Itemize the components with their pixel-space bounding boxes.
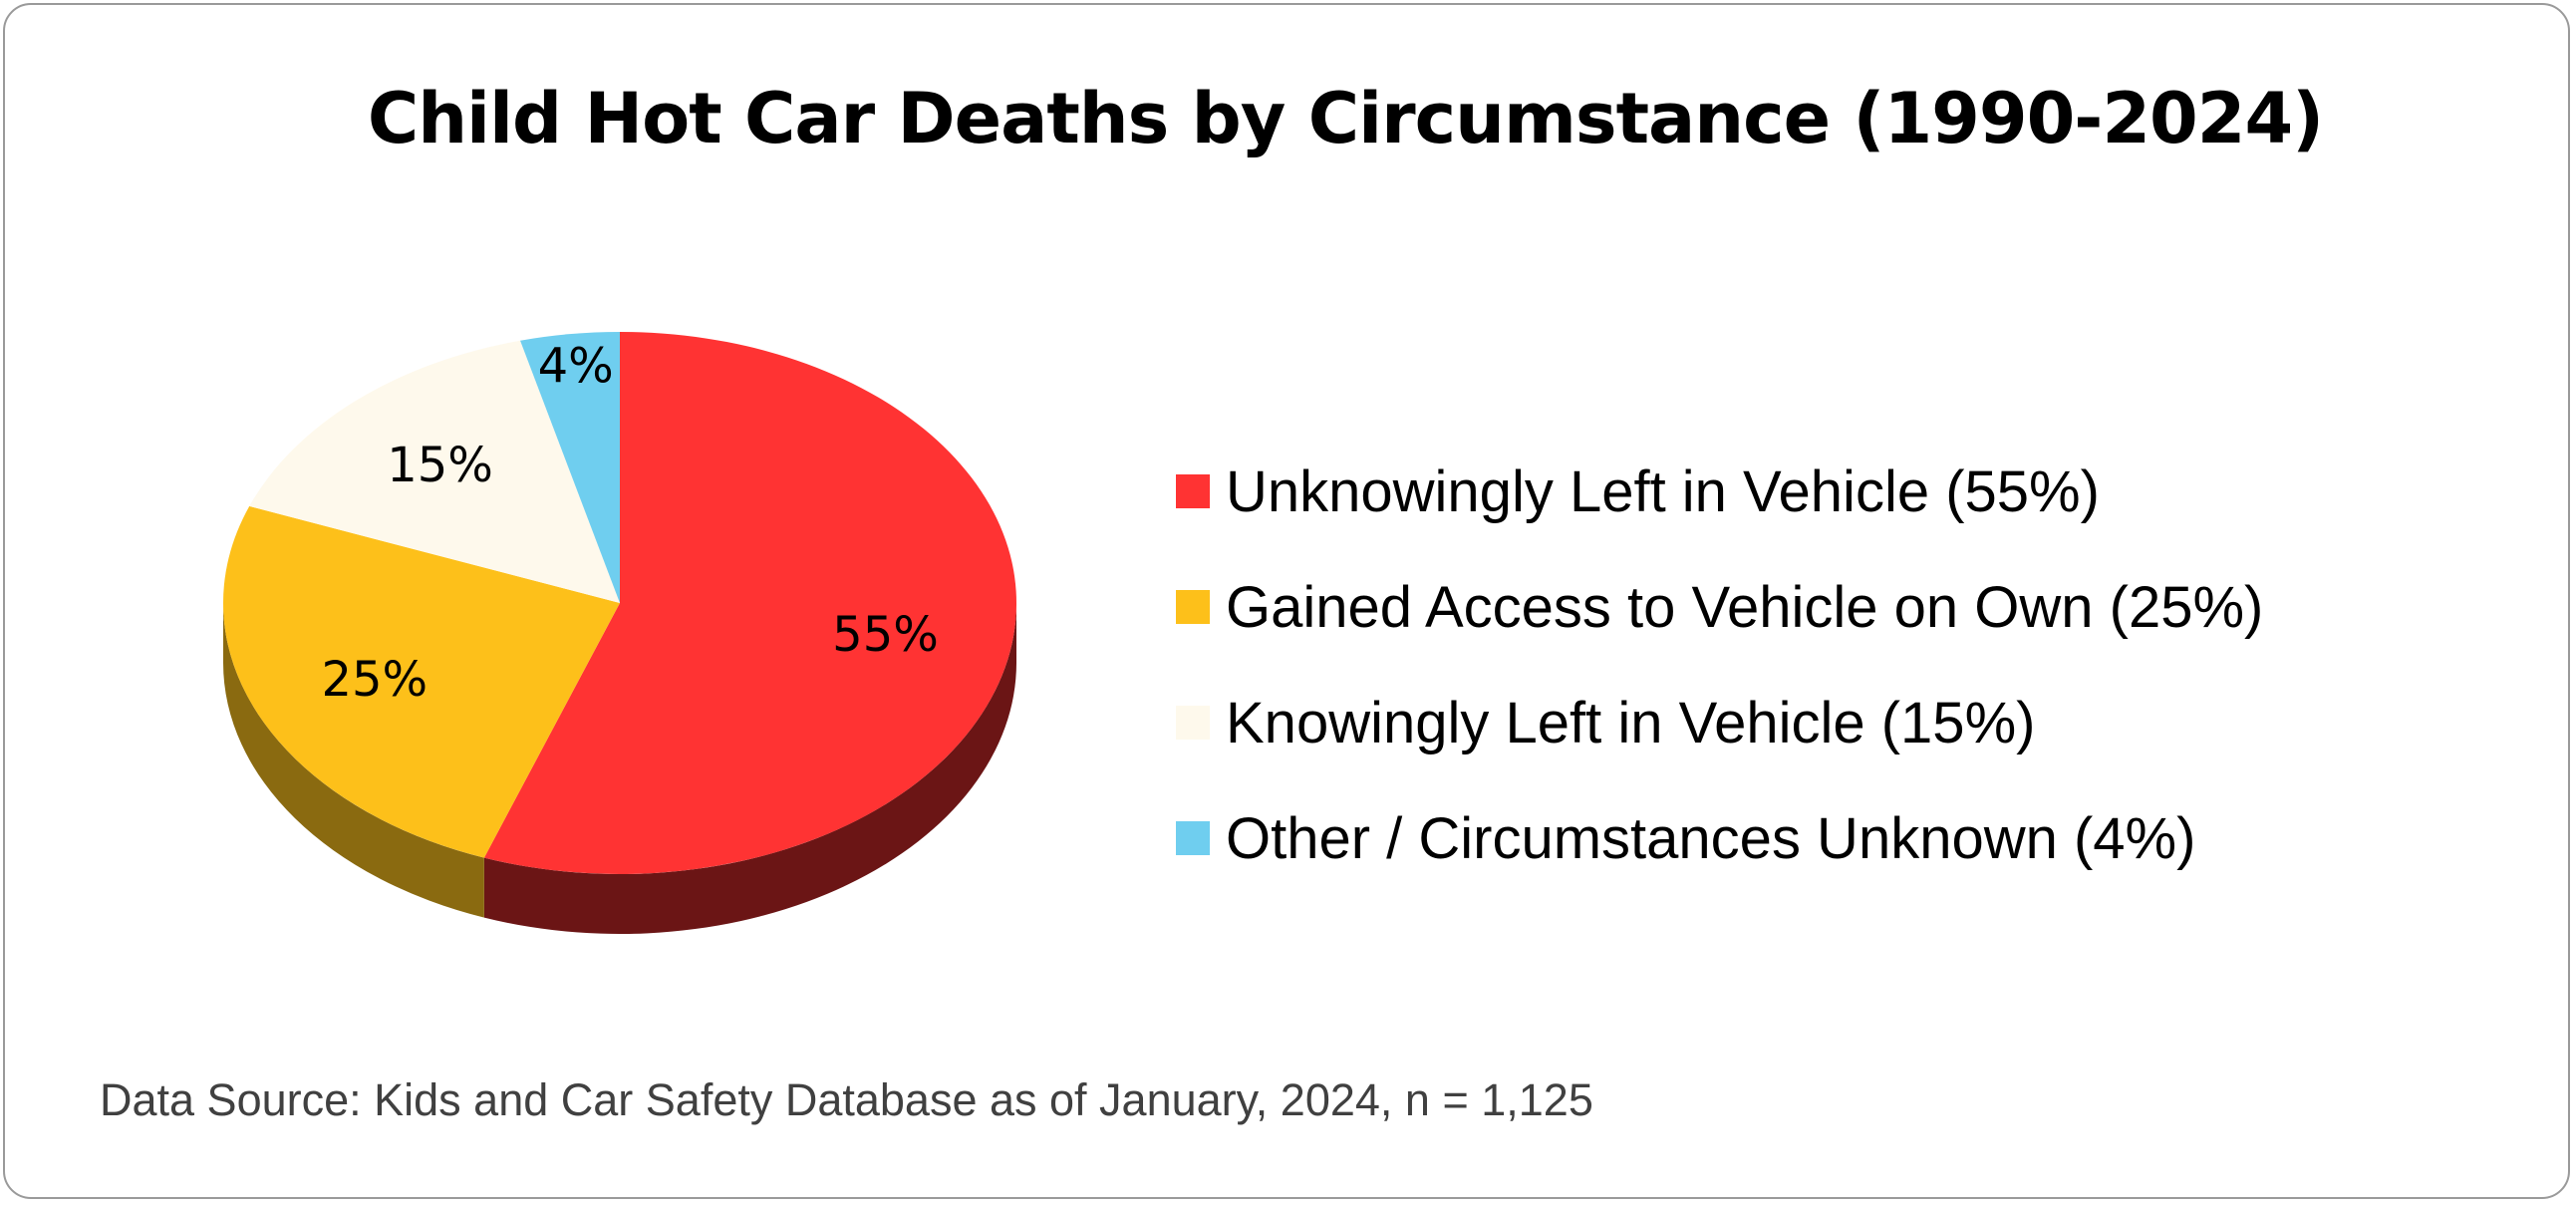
pie-data-label-unknowingly-left-in-vehicle: 55% (832, 607, 939, 663)
pie-slice-other-circumstances-unknown (520, 332, 620, 603)
legend-swatch (1176, 474, 1210, 508)
legend-item-knowingly-left: Knowingly Left in Vehicle (15%) (1176, 665, 2263, 780)
legend-item-gained-access: Gained Access to Vehicle on Own (25%) (1176, 549, 2263, 665)
pie-slice-gained-access-to-vehicle-on-own (222, 505, 620, 858)
pie-slice-unknowingly-left-in-vehicle (483, 332, 1016, 875)
pie-data-label-other-circumstances-unknown: 4% (538, 339, 614, 395)
pie-side-unknowingly-left-in-vehicle (483, 603, 1016, 934)
data-source-note: Data Source: Kids and Car Safety Databas… (100, 1074, 1593, 1125)
legend-swatch (1176, 590, 1210, 624)
legend-label: Knowingly Left in Vehicle (15%) (1226, 690, 2036, 755)
legend-item-other-unknown: Other / Circumstances Unknown (4%) (1176, 780, 2263, 896)
pie-data-labels: 55% 25% 15% 4% (321, 339, 938, 708)
pie-slice-knowingly-left-in-vehicle (249, 340, 620, 603)
legend-swatch (1176, 706, 1210, 740)
pie-slices (222, 332, 1016, 875)
legend-label: Gained Access to Vehicle on Own (25%) (1226, 574, 2264, 640)
pie-side-gained-access-to-vehicle-on-own (223, 603, 484, 918)
legend-label: Unknowingly Left in Vehicle (55%) (1226, 458, 2100, 524)
chart-legend: Unknowingly Left in Vehicle (55%) Gained… (1176, 434, 2263, 896)
chart-title: Child Hot Car Deaths by Circumstance (19… (367, 78, 2324, 159)
legend-label: Other / Circumstances Unknown (4%) (1226, 805, 2196, 871)
pie-3d-sides (223, 603, 1016, 934)
pie-data-label-gained-access-to-vehicle-on-own: 25% (321, 652, 428, 708)
pie-data-label-knowingly-left-in-vehicle: 15% (387, 438, 493, 493)
legend-item-unknowingly-left: Unknowingly Left in Vehicle (55%) (1176, 434, 2263, 549)
legend-swatch (1176, 821, 1210, 855)
